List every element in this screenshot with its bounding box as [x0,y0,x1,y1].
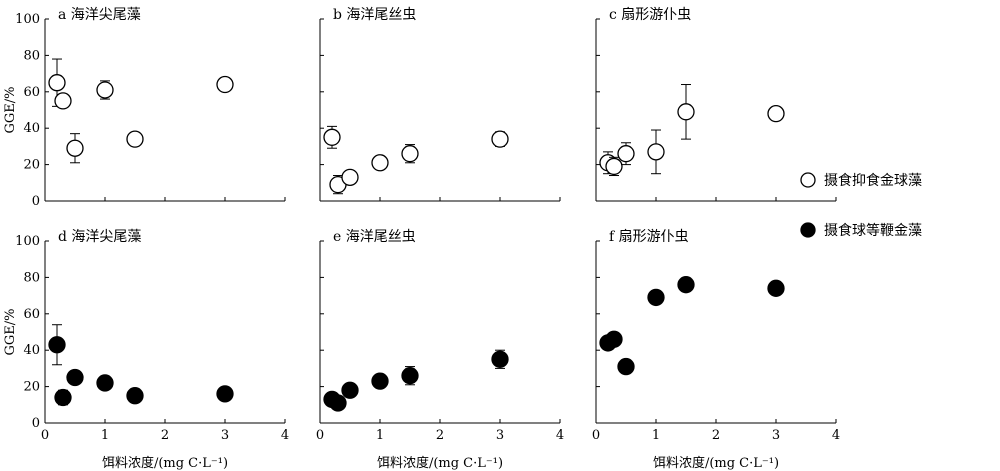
data-point [605,330,623,348]
x-tick-label: 2 [712,428,720,443]
data-point [341,381,359,399]
panel-c: c 扇形游仆虫 [595,7,837,202]
data-point [401,367,419,385]
data-point [341,168,359,186]
data-point [401,145,419,163]
legend: 摄食抑食金球藻 摄食球等鞭金藻 [800,172,922,239]
panel-b: b 海洋尾丝虫 [319,7,561,202]
y-tick-label: 40 [23,121,40,136]
y-tick-label: 40 [23,343,40,358]
data-point [126,387,144,405]
x-tick-label: 0 [316,428,324,443]
x-axis-title: 饵料浓度/(mg C·L⁻¹) [377,455,503,471]
y-tick-label: 100 [15,234,40,249]
legend-marker-filled [800,222,816,238]
x-tick-label: 2 [161,428,169,443]
x-tick-label: 3 [221,428,229,443]
legend-label-open: 摄食抑食金球藻 [824,172,922,189]
data-point [677,103,695,121]
data-point [66,139,84,157]
y-tick-label: 0 [32,194,40,209]
x-axis-title: 饵料浓度/(mg C·L⁻¹) [653,455,779,471]
panel-title: d 海洋尖尾藻 [58,229,141,245]
x-tick-label: 4 [281,428,289,443]
data-point [767,104,785,123]
data-point [647,143,665,161]
data-point [54,92,72,110]
y-tick-label: 60 [23,307,40,322]
panel-a: 0 20 40 60 80 100 a 海洋尖尾藻 GGE/% [3,7,286,209]
y-tick-label: 20 [23,380,40,395]
x-tick-label: 4 [832,428,840,443]
data-point [491,130,509,148]
panel-d: 0 20 40 60 80 100 0 1 2 3 4 d 海洋尖尾藻 GGE/% 饵料浓度/(mg C·… [3,229,289,471]
data-point [96,81,114,99]
data-point [329,394,347,412]
panel-title: f 扇形游仆虫 [609,229,689,245]
legend-label-filled: 摄食球等鞭金藻 [824,222,922,239]
y-tick-label: 60 [23,85,40,100]
legend-marker-open [800,172,816,188]
data-point [48,336,66,354]
data-point [605,157,623,176]
data-point [66,368,84,387]
y-tick-label: 80 [23,48,40,63]
data-point [96,374,114,392]
data-point [323,128,341,146]
x-tick-label: 1 [376,428,384,443]
data-point [677,276,695,294]
data-point [767,279,785,297]
y-axis-title: GGE/% [3,87,18,134]
data-point [617,357,635,376]
panel-title: b 海洋尾丝虫 [333,7,416,23]
panel-title: e 海洋尾丝虫 [333,229,416,245]
y-tick-label: 100 [15,12,40,27]
y-tick-label: 0 [32,416,40,431]
panel-title: a 海洋尖尾藻 [58,7,141,23]
data-point [371,154,389,172]
x-tick-label: 2 [436,428,444,443]
x-tick-label: 3 [772,428,780,443]
x-tick-label: 0 [41,428,49,443]
data-point [216,75,234,94]
data-point [647,288,665,307]
y-tick-label: 20 [23,158,40,173]
y-axis-title: GGE/% [3,309,18,356]
x-tick-label: 3 [496,428,504,443]
data-point [54,388,72,407]
data-point [216,385,234,403]
x-tick-label: 1 [652,428,660,443]
x-tick-label: 0 [592,428,600,443]
data-point [617,145,635,163]
x-tick-label: 4 [556,428,564,443]
panel-title: c 扇形游仆虫 [609,7,691,23]
x-tick-label: 1 [101,428,109,443]
y-tick-label: 80 [23,270,40,285]
x-axis-title: 饵料浓度/(mg C·L⁻¹) [102,455,228,471]
data-point [126,130,144,148]
data-point [371,372,389,390]
data-point [48,74,66,92]
data-point [491,350,509,368]
